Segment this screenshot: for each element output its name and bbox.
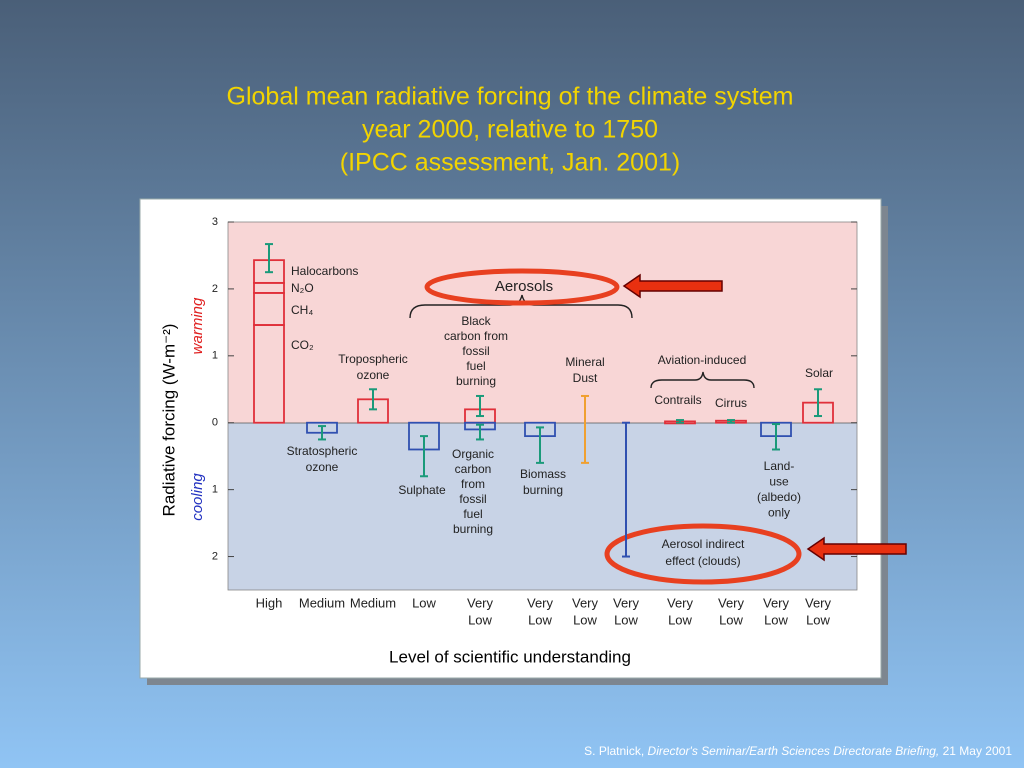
agent-label: Solar — [805, 366, 833, 380]
agent-label: burning — [456, 374, 496, 388]
agent-label: N₂O — [291, 281, 314, 295]
understanding-label: Very — [667, 595, 694, 610]
agent-label: Black — [461, 314, 491, 328]
y-tick-label: 1 — [212, 350, 218, 362]
warming-label: warming — [189, 297, 206, 354]
understanding-label: Low — [468, 612, 492, 627]
agent-label: Tropospheric — [338, 352, 408, 366]
agent-label: Land- — [764, 459, 795, 473]
agent-label: (albedo) — [757, 490, 801, 504]
understanding-label: Low — [719, 612, 743, 627]
agent-label: burning — [523, 483, 563, 497]
y-tick-label: 1 — [212, 484, 218, 496]
y-axis-label: Radiative forcing (W-m⁻²) — [159, 324, 178, 517]
y-tick-label: 2 — [212, 550, 218, 562]
title-line: (IPCC assessment, Jan. 2001) — [340, 149, 680, 177]
agent-label: Biomass — [520, 467, 566, 481]
understanding-label: Low — [412, 595, 436, 610]
aerosols-brace — [409, 294, 633, 319]
arrow — [806, 536, 907, 562]
understanding-label: Low — [614, 612, 638, 627]
y-tick-label: 3 — [212, 216, 218, 228]
agent-label: effect (clouds) — [665, 554, 740, 568]
understanding-label: Very — [613, 595, 640, 610]
agent-label: burning — [453, 522, 493, 536]
aerosols-oval — [424, 268, 620, 306]
arrow — [622, 273, 723, 299]
understanding-label: Medium — [350, 595, 396, 610]
understanding-label: Very — [527, 595, 554, 610]
understanding-label: Low — [806, 612, 830, 627]
cooling-zone — [228, 423, 857, 590]
agent-label: Sulphate — [398, 483, 446, 497]
plot-frame — [227, 221, 858, 591]
agent-label: ozone — [357, 368, 390, 382]
title-line: Global mean radiative forcing of the cli… — [227, 83, 794, 111]
agent-label: carbon — [455, 462, 492, 476]
aviation-brace — [650, 371, 755, 389]
understanding-label: Very — [467, 595, 494, 610]
title-line: year 2000, relative to 1750 — [362, 116, 658, 144]
x-axis-label: Level of scientific understanding — [389, 647, 631, 666]
footer: S. Platnick, Director's Seminar/Earth Sc… — [584, 744, 1012, 758]
agent-label: Stratospheric — [287, 444, 358, 458]
understanding-label: Low — [528, 612, 552, 627]
agent-label: CO₂ — [291, 338, 314, 352]
agent-label: Mineral — [565, 355, 604, 369]
agent-label: fuel — [466, 359, 485, 373]
agent-label: ozone — [306, 460, 339, 474]
understanding-label: Medium — [299, 595, 345, 610]
indirect-oval — [604, 523, 802, 585]
agent-label: Aerosol indirect — [662, 537, 745, 551]
agent-label: fossil — [459, 492, 486, 506]
aerosols-label: Aerosols — [495, 278, 553, 295]
agent-label: only — [768, 506, 790, 520]
agent-label: Organic — [452, 447, 494, 461]
y-tick-label: 2 — [212, 283, 218, 295]
understanding-label: High — [256, 595, 283, 610]
agent-label: fossil — [462, 344, 489, 358]
understanding-label: Very — [572, 595, 599, 610]
understanding-label: Very — [718, 595, 745, 610]
y-tick-label: 0 — [212, 417, 218, 429]
agent-label: Dust — [573, 371, 598, 385]
understanding-label: Low — [573, 612, 597, 627]
footer-author: S. Platnick, — [584, 744, 644, 758]
agent-label: from — [461, 477, 485, 491]
agent-label: use — [769, 475, 789, 489]
agent-label: fuel — [463, 507, 482, 521]
warming-zone — [228, 222, 857, 423]
agent-label: Cirrus — [715, 396, 747, 410]
understanding-label: Very — [763, 595, 790, 610]
aviation-label: Aviation-induced — [658, 353, 747, 367]
understanding-label: Low — [668, 612, 692, 627]
agent-label: Halocarbons — [291, 264, 358, 278]
understanding-label: Very — [805, 595, 832, 610]
agent-label: CH₄ — [291, 303, 313, 317]
agent-label: carbon from — [444, 329, 508, 343]
footer-venue: Director's Seminar/Earth Sciences Direct… — [648, 744, 940, 758]
cooling-label: cooling — [189, 473, 206, 521]
agent-label: Contrails — [654, 393, 701, 407]
understanding-label: Low — [764, 612, 788, 627]
footer-date: 21 May 2001 — [943, 744, 1013, 758]
